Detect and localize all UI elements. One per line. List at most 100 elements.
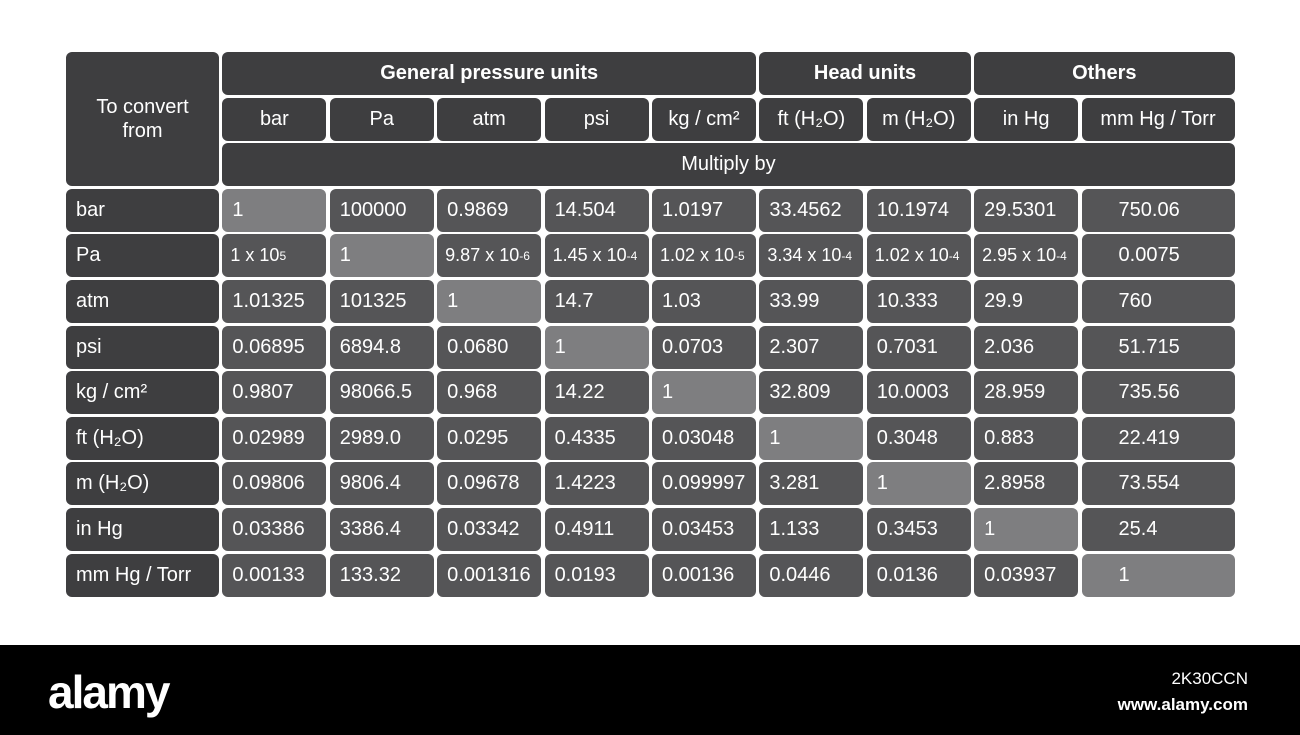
table-cell: 2.95 x 10 -4 [974, 234, 1079, 278]
row-label: ft (H₂O) [66, 416, 219, 460]
table-cell: 0.02989 [222, 416, 327, 460]
table-cell: 0.00136 [651, 553, 756, 597]
alamy-logo: alamy [48, 666, 170, 718]
table-cell: 0.0446 [759, 553, 864, 597]
table-cell: 0.0703 [651, 325, 756, 369]
table-cell: 0.001316 [437, 553, 542, 597]
unit-header: m (H₂O) [866, 97, 971, 141]
group-others: Others [974, 52, 1235, 95]
unit-header: bar [222, 97, 327, 141]
table-cell: 735.56 [1081, 371, 1235, 415]
table-cell: 1.02 x 10 -4 [866, 234, 971, 278]
row-label: mm Hg / Torr [66, 553, 219, 597]
table-cell: 750.06 [1081, 188, 1235, 232]
table-cell: 0.3453 [866, 507, 971, 551]
table-cell: 22.419 [1081, 416, 1235, 460]
table-cell: 3.34 x 10 -4 [759, 234, 864, 278]
table-cell: 1 [866, 462, 971, 506]
table-cell: 0.3048 [866, 416, 971, 460]
table-cell: 0.06895 [222, 325, 327, 369]
table-cell: 1.133 [759, 507, 864, 551]
table-cell: 2.307 [759, 325, 864, 369]
table-cell: 98066.5 [329, 371, 434, 415]
image-id: 2K30CCN [1171, 669, 1248, 688]
unit-header: Pa [329, 97, 434, 141]
table-cell: 33.4562 [759, 188, 864, 232]
table-cell: 1 [974, 507, 1079, 551]
table-cell: 0.9807 [222, 371, 327, 415]
table-cell: 0.7031 [866, 325, 971, 369]
table-cell: 133.32 [329, 553, 434, 597]
table-cell: 0.9869 [437, 188, 542, 232]
table-cell: 9806.4 [329, 462, 434, 506]
table-cell: 14.22 [544, 371, 649, 415]
table-cell: 0.03453 [651, 507, 756, 551]
footer-url: www.alamy.com [1117, 695, 1248, 714]
table-cell: 0.03937 [974, 553, 1079, 597]
table-cell: 1.4223 [544, 462, 649, 506]
table-cell: 0.4911 [544, 507, 649, 551]
table-cell: 1.03 [651, 279, 756, 323]
table-cell: 9.87 x 10 -6 [437, 234, 542, 278]
table-cell: 1 [222, 188, 327, 232]
table-cell: 2989.0 [329, 416, 434, 460]
unit-header: kg / cm² [651, 97, 756, 141]
table-cell: 0.0136 [866, 553, 971, 597]
table-cell: 0.0295 [437, 416, 542, 460]
table-cell: 0.968 [437, 371, 542, 415]
table-cell: 0.883 [974, 416, 1079, 460]
table-cell: 0.03386 [222, 507, 327, 551]
table-cell: 3.281 [759, 462, 864, 506]
unit-header: mm Hg / Torr [1081, 97, 1235, 141]
row-label: psi [66, 325, 219, 369]
multiply-by-label: Multiply by [222, 143, 1235, 187]
table-cell: 33.99 [759, 279, 864, 323]
table-cell: 1.45 x 10 -4 [544, 234, 649, 278]
row-label: Pa [66, 234, 219, 278]
table-cell: 10.0003 [866, 371, 971, 415]
unit-header: atm [437, 97, 542, 141]
table-cell: 101325 [329, 279, 434, 323]
row-label: atm [66, 279, 219, 323]
table-cell: 73.554 [1081, 462, 1235, 506]
group-general-pressure-units: General pressure units [222, 52, 756, 95]
table-cell: 0.4335 [544, 416, 649, 460]
table-cell: 1 [1081, 553, 1235, 597]
table-cell: 14.504 [544, 188, 649, 232]
row-label: m (H₂O) [66, 462, 219, 506]
table-cell: 0.09806 [222, 462, 327, 506]
table-cell: 29.9 [974, 279, 1079, 323]
table-cell: 1.0197 [651, 188, 756, 232]
table-cell: 10.333 [866, 279, 971, 323]
table-cell: 1 [759, 416, 864, 460]
table-cell: 1 [329, 234, 434, 278]
table-cell: 2.036 [974, 325, 1079, 369]
table-cell: 1.01325 [222, 279, 327, 323]
table-cell: 0.0680 [437, 325, 542, 369]
table-cell: 25.4 [1081, 507, 1235, 551]
table-cell: 1 [437, 279, 542, 323]
pressure-conversion-table: To convert from General pressure units H… [66, 52, 1235, 597]
footer-bar: alamy 2K30CCN www.alamy.com [0, 645, 1300, 735]
table-cell: 1 [544, 325, 649, 369]
table-cell: 0.0193 [544, 553, 649, 597]
table-cell: 0.099997 [651, 462, 756, 506]
unit-header: psi [544, 97, 649, 141]
table-cell: 760 [1081, 279, 1235, 323]
table-cell: 1 x 10 5 [222, 234, 327, 278]
unit-header: ft (H₂O) [759, 97, 864, 141]
table-cell: 3386.4 [329, 507, 434, 551]
table-cell: 0.00133 [222, 553, 327, 597]
group-head-units: Head units [759, 52, 971, 95]
table-cell: 0.0075 [1081, 234, 1235, 278]
table-cell: 29.5301 [974, 188, 1079, 232]
table-cell: 0.03048 [651, 416, 756, 460]
table-cell: 0.09678 [437, 462, 542, 506]
row-label: kg / cm² [66, 371, 219, 415]
table-cell: 51.715 [1081, 325, 1235, 369]
row-label: bar [66, 188, 219, 232]
table-cell: 32.809 [759, 371, 864, 415]
table-cell: 10.1974 [866, 188, 971, 232]
table-cell: 1 [651, 371, 756, 415]
corner-label: To convert from [66, 52, 219, 187]
